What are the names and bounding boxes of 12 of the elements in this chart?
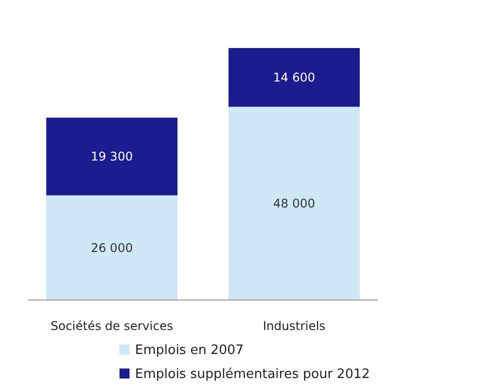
bar [228,106,360,300]
bar [46,195,178,300]
x-tick-label: Sociétés de services [50,319,174,333]
x-tick-label: Industriels [262,319,326,333]
legend-label: Emplois supplémentaires pour 2012 [135,367,370,382]
data-label: 26 000 [90,240,133,255]
data-label: 14 600 [273,70,316,85]
bar [46,118,178,196]
data-label: 19 300 [90,150,133,164]
bar [228,48,360,107]
legend-label: Emplois en 2007 [135,343,244,358]
data-label: 48 000 [273,196,316,211]
